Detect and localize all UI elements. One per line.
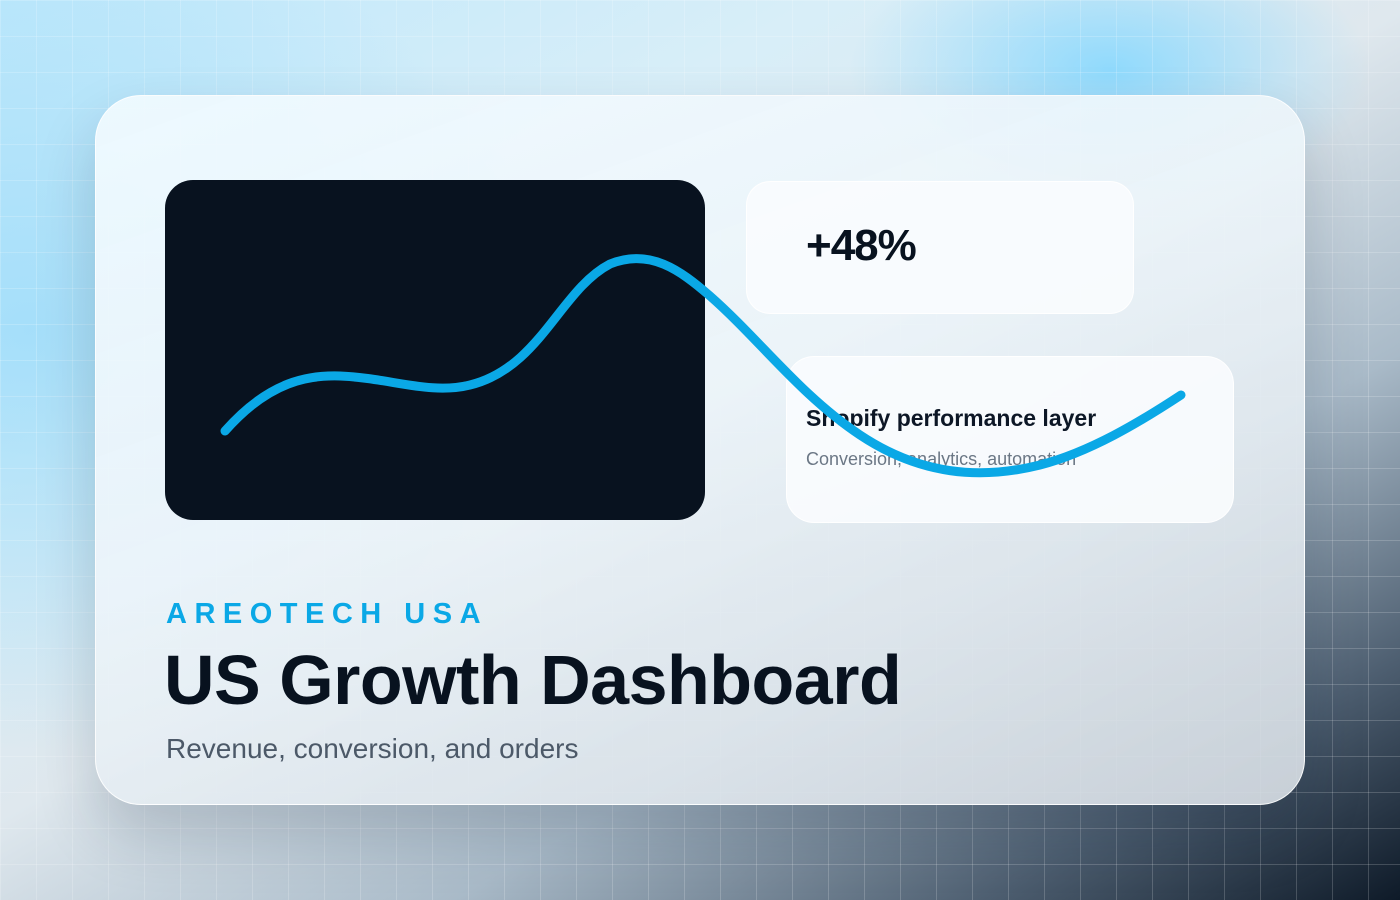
stat-value: +48%	[806, 221, 917, 270]
page-subtitle: Revenue, conversion, and orders	[166, 733, 579, 764]
info-card-subtitle: Conversion, analytics, automation	[806, 449, 1077, 469]
brand-label: AREOTECH USA	[166, 598, 489, 630]
chart-panel	[165, 180, 705, 520]
info-card: Shopify performance layer Conversion, an…	[786, 356, 1234, 523]
info-card-title: Shopify performance layer	[806, 405, 1097, 431]
stat-card: +48%	[746, 181, 1134, 314]
page-title: US Growth Dashboard	[164, 641, 902, 719]
